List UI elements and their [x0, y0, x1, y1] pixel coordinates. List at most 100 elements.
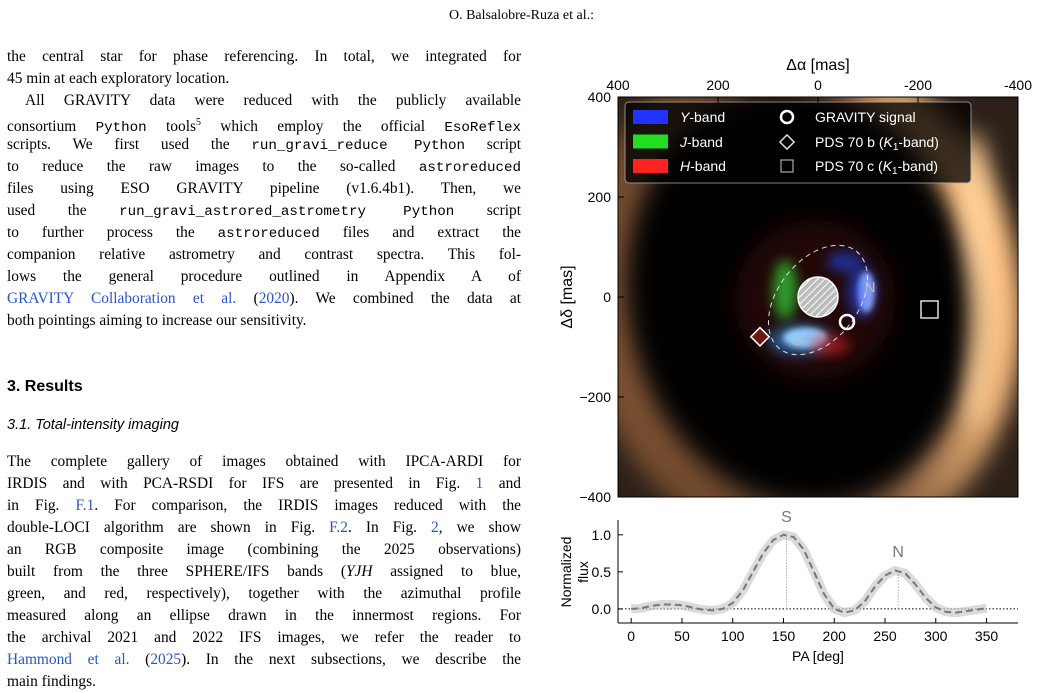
y-tick-label: 200 [587, 189, 611, 205]
text-run: consortium [7, 118, 96, 135]
x-tick-label: -400 [1003, 77, 1033, 93]
text-line: built from the three SPHERE/IFS bands (Y… [7, 561, 521, 583]
text-line: Hammond et al. (2025). In the next subse… [7, 649, 521, 671]
x-axis-label: Δα [mas] [786, 57, 850, 74]
italic-run: H [680, 158, 691, 174]
running-header: O. Balsalobre-Ruza et al.: [448, 8, 594, 23]
text-line: the central star for phase referencing. … [7, 46, 521, 68]
text-line: both pointings aiming to increase our se… [7, 310, 521, 332]
text-run: 45 min at each exploratory location. [7, 70, 230, 87]
y-tick-label: −400 [579, 489, 611, 505]
text-run: which employ the official [200, 118, 445, 135]
x-tick-label: 350 [974, 628, 999, 644]
y-tick-label: 400 [587, 89, 611, 105]
rgb-image [618, 97, 1018, 497]
mono-run: astroreduced [418, 160, 521, 176]
text-line: 45 min at each exploratory location. [7, 68, 521, 90]
text-run: double-LOCI algorithm are shown in Fig. [7, 519, 330, 536]
x-tick-label: -200 [903, 77, 933, 93]
link-run[interactable]: 2 [431, 519, 439, 536]
x-tick-label: 0 [627, 628, 636, 644]
legend-label: J-band [680, 134, 723, 150]
sub-run: 1 [892, 166, 898, 177]
text-run: All GRAVITY data were reduced with the p… [25, 92, 521, 109]
link-run[interactable]: F.2 [329, 519, 348, 536]
y-tick-label: 0.0 [591, 600, 611, 617]
text-run: , we show [438, 519, 522, 536]
text-run: files using ESO GRAVITY pipeline (v1.6.4… [7, 180, 521, 197]
legend-label: PDS 70 c (K1-band) [815, 158, 938, 180]
x-tick-label: 200 [822, 628, 846, 644]
y-axis-label: Normalized [558, 536, 574, 608]
peak-label: N [892, 544, 904, 562]
text-run: main findings. [7, 673, 96, 690]
legend-label: PDS 70 b (K1-band) [815, 134, 939, 156]
text-run: tools [146, 118, 196, 135]
text-line: used the run_gravi_astrored_astrometry P… [7, 200, 521, 222]
text-run: companion relative astrometry and contra… [7, 246, 521, 263]
text-line: main findings. [7, 671, 521, 693]
profile-line [631, 533, 987, 614]
x-tick-label: 400 [606, 77, 630, 93]
text-run: green, and red, respectively), together … [7, 585, 521, 602]
text-run: ( [129, 651, 151, 668]
link-run[interactable]: Hammond et al. [7, 651, 130, 668]
text-line: to further process the astroreduced file… [7, 222, 521, 244]
text-line: lows the general procedure outlined in A… [7, 266, 521, 288]
text-run: ). We combined the data at [289, 290, 521, 307]
y-tick-label: −200 [579, 389, 611, 405]
profile-band [630, 530, 988, 618]
x-axis-label: PA [deg] [792, 648, 844, 664]
text-run: in Fig. [7, 497, 76, 514]
link-run[interactable]: F.1 [75, 497, 95, 514]
mono-run: Python [95, 120, 147, 136]
text-line: IRDIS and with PCA-RSDI for IFS are pres… [7, 473, 521, 495]
text-run: built from the three SPHERE/IFS bands ( [7, 563, 346, 580]
image-annotation: S [791, 332, 803, 349]
text-run: script [454, 202, 521, 219]
legend-swatch [633, 159, 668, 173]
text-line: in Fig. F.1. For comparison, the IRDIS i… [7, 495, 521, 517]
text-run: ). In the next subsections, we describe … [181, 651, 521, 668]
text-run: the central star for phase referencing. … [7, 48, 521, 65]
paragraph: the central star for phase referencing. … [7, 46, 521, 90]
y-tick-label: 1.0 [591, 526, 611, 543]
legend-label: Y-band [680, 109, 725, 125]
text-run: to further process the [7, 224, 218, 241]
italic-run: J [680, 133, 687, 150]
text-run: scripts. We first used the [7, 136, 252, 153]
paragraph: The complete gallery of images obtained … [7, 451, 521, 693]
mono-run: astroreduced [217, 226, 320, 242]
legend-label: H-band [680, 158, 726, 174]
text-line: files using ESO GRAVITY pipeline (v1.6.4… [7, 178, 521, 200]
section-heading: 3. Results [7, 378, 83, 395]
text-line: green, and red, respectively), together … [7, 583, 521, 605]
text-line: the archival 2021 and 2022 IFS images, w… [7, 627, 521, 649]
image-annotation: N [864, 279, 876, 296]
x-tick-label: 250 [873, 628, 897, 644]
text-column: the central star for phase referencing. … [7, 46, 521, 693]
link-run[interactable]: 1 [475, 475, 484, 492]
legend-label: GRAVITY signal [815, 109, 916, 125]
text-run: -band) [897, 158, 939, 174]
text-run: files and extract the [319, 224, 521, 241]
text-run: -band [689, 109, 726, 125]
link-run[interactable]: 2025 [150, 651, 182, 668]
italic-run: K [882, 158, 893, 174]
legend-swatch [633, 110, 668, 124]
link-run[interactable]: GRAVITY Collaboration et al. [7, 290, 237, 307]
text-line: The complete gallery of images obtained … [7, 451, 521, 473]
text-run: and [483, 475, 521, 492]
italic-run: YJH [345, 563, 373, 580]
text-line: an RGB composite image (combining the 20… [7, 539, 521, 561]
peak-label: S [781, 508, 792, 526]
text-run: both pointings aiming to increase our se… [7, 312, 307, 329]
x-tick-label: 0 [814, 77, 822, 93]
link-run[interactable]: 2020 [258, 290, 290, 307]
italic-run: Y [680, 109, 690, 125]
text-run: measured along an ellipse drawn in the i… [7, 607, 521, 624]
text-line: GRAVITY Collaboration et al. (2020). We … [7, 288, 521, 310]
text-run: -band) [898, 133, 939, 150]
text-run: -band [687, 133, 723, 150]
